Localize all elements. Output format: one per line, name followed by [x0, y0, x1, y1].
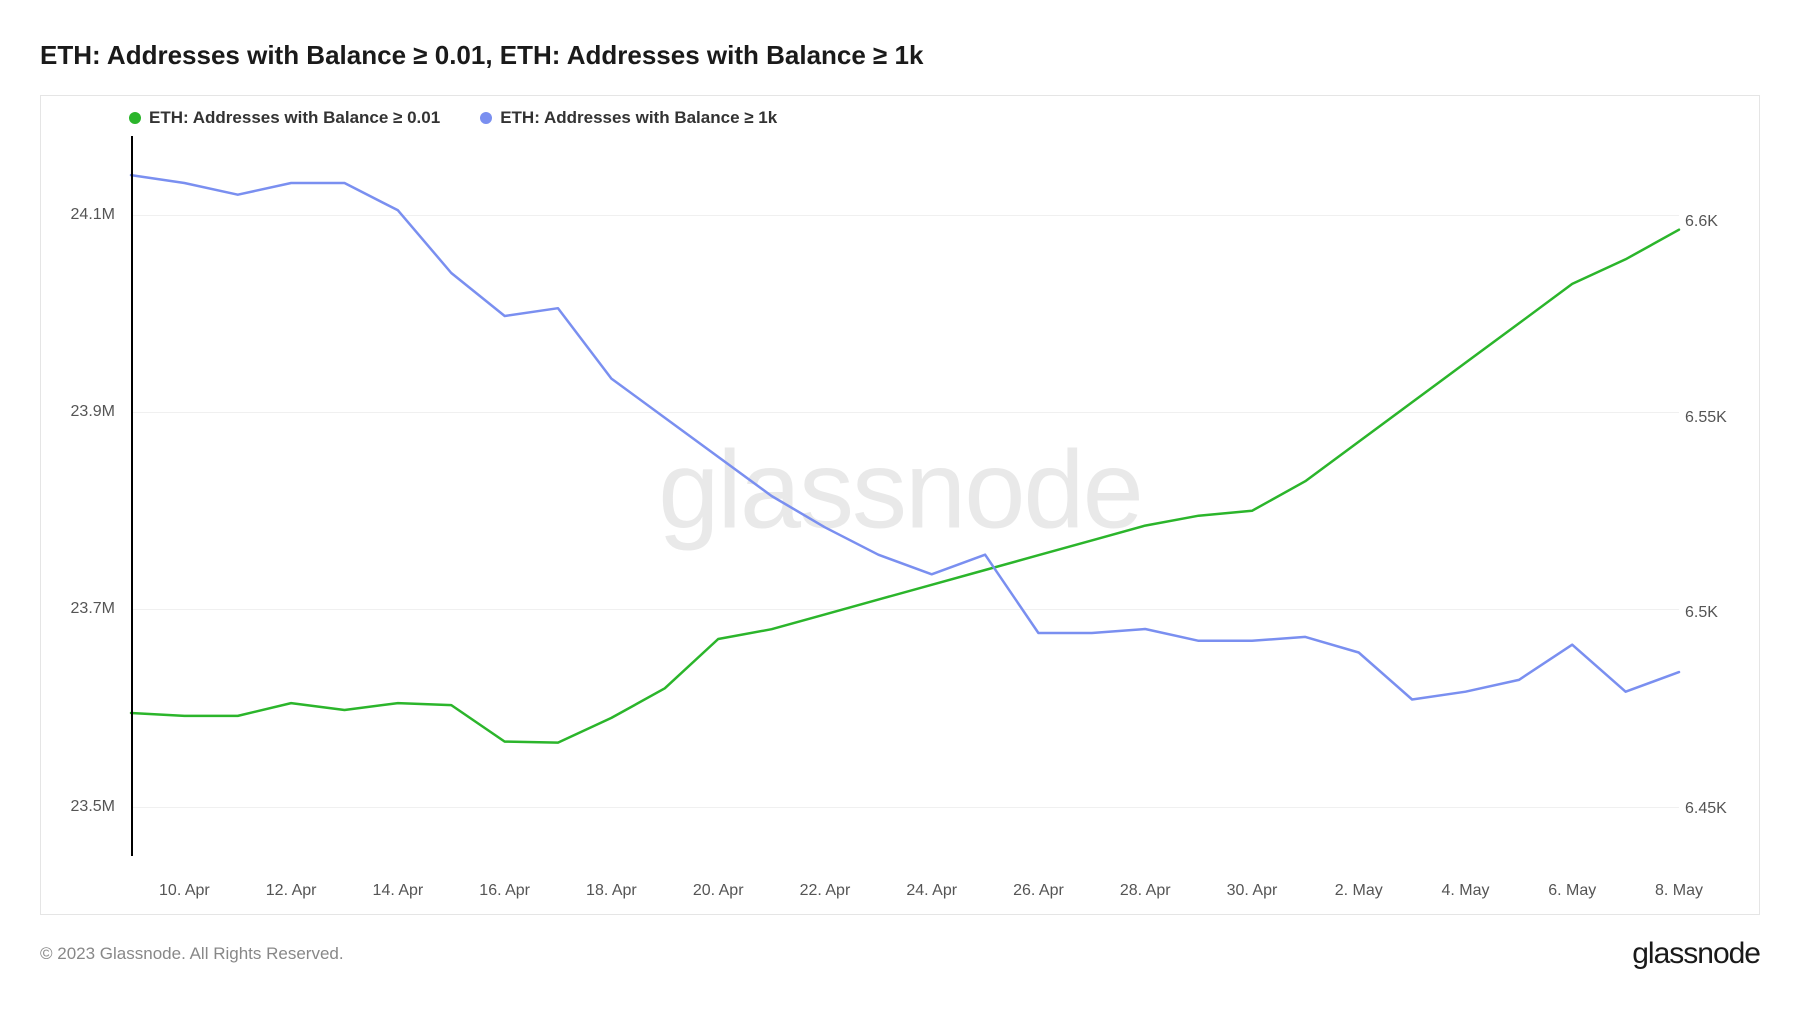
- y-axis-line: [131, 136, 133, 856]
- legend: ETH: Addresses with Balance ≥ 0.01 ETH: …: [129, 108, 777, 128]
- series-line: [131, 175, 1679, 699]
- x-tick-label: 26. Apr: [1013, 882, 1064, 900]
- copyright-text: © 2023 Glassnode. All Rights Reserved.: [40, 944, 344, 964]
- chart-title: ETH: Addresses with Balance ≥ 0.01, ETH:…: [40, 40, 1760, 71]
- chart-lines-svg: [41, 96, 1759, 914]
- x-tick-label: 2. May: [1335, 882, 1383, 900]
- x-tick-label: 18. Apr: [586, 882, 637, 900]
- footer: © 2023 Glassnode. All Rights Reserved. g…: [40, 937, 1760, 971]
- x-tick-label: 16. Apr: [479, 882, 530, 900]
- y-right-tick-label: 6.5K: [1685, 604, 1745, 622]
- y-left-tick-label: 24.1M: [55, 206, 115, 224]
- x-tick-label: 8. May: [1655, 882, 1703, 900]
- x-tick-label: 24. Apr: [906, 882, 957, 900]
- chart-container: ETH: Addresses with Balance ≥ 0.01 ETH: …: [40, 95, 1760, 915]
- x-tick-label: 20. Apr: [693, 882, 744, 900]
- y-right-tick-label: 6.6K: [1685, 213, 1745, 231]
- series-line: [131, 230, 1679, 743]
- y-left-tick-label: 23.7M: [55, 600, 115, 618]
- y-right-tick-label: 6.55K: [1685, 409, 1745, 427]
- x-tick-label: 6. May: [1548, 882, 1596, 900]
- y-left-tick-label: 23.9M: [55, 403, 115, 421]
- x-tick-label: 22. Apr: [800, 882, 851, 900]
- y-left-tick-label: 23.5M: [55, 798, 115, 816]
- x-tick-label: 30. Apr: [1227, 882, 1278, 900]
- plot-area: 23.5M 23.7M 23.9M 24.1M 6.45K 6.5K 6.55K 6.6K 10…: [41, 96, 1759, 914]
- legend-dot-icon: [129, 112, 141, 124]
- x-tick-label: 14. Apr: [373, 882, 424, 900]
- legend-label: ETH: Addresses with Balance ≥ 0.01: [149, 108, 440, 128]
- legend-label: ETH: Addresses with Balance ≥ 1k: [500, 108, 777, 128]
- x-tick-label: 12. Apr: [266, 882, 317, 900]
- y-right-tick-label: 6.45K: [1685, 800, 1745, 818]
- brand-logo: glassnode: [1632, 937, 1760, 971]
- x-tick-label: 10. Apr: [159, 882, 210, 900]
- x-tick-label: 4. May: [1441, 882, 1489, 900]
- legend-item-series-1: ETH: Addresses with Balance ≥ 1k: [480, 108, 777, 128]
- x-tick-label: 28. Apr: [1120, 882, 1171, 900]
- legend-item-series-0: ETH: Addresses with Balance ≥ 0.01: [129, 108, 440, 128]
- legend-dot-icon: [480, 112, 492, 124]
